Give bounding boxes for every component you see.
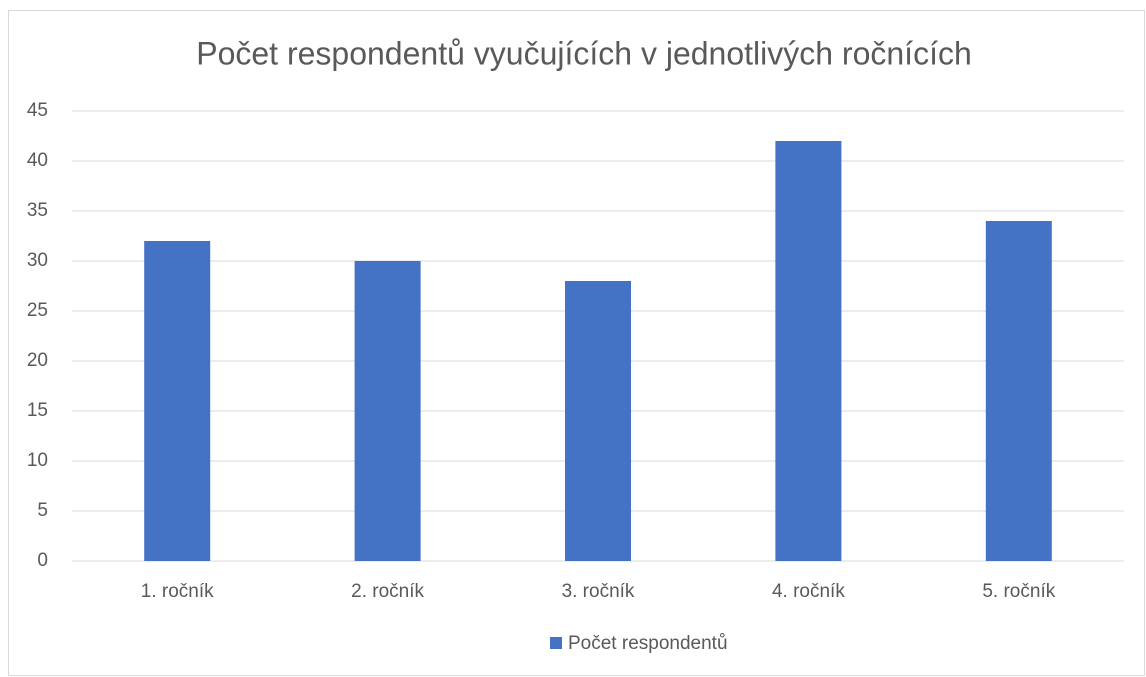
chart-title: Počet respondentů vyučujících v jednotli… <box>196 35 972 71</box>
y-tick-label: 15 <box>27 400 48 421</box>
x-tick-label: 1. ročník <box>141 581 214 602</box>
bar <box>565 281 631 561</box>
y-tick-label: 20 <box>27 350 48 371</box>
x-tick-label: 4. ročník <box>772 581 845 602</box>
legend-label: Počet respondentů <box>568 633 728 654</box>
y-tick-label: 45 <box>27 100 48 121</box>
y-tick-label: 25 <box>27 300 48 321</box>
y-tick-label: 35 <box>27 200 48 221</box>
bar <box>144 241 211 561</box>
y-tick-label: 40 <box>27 150 48 171</box>
x-tick-label: 2. ročník <box>351 581 424 602</box>
bar <box>985 221 1052 561</box>
bar <box>354 261 421 561</box>
y-tick-label: 10 <box>27 450 48 471</box>
y-tick-label: 5 <box>37 500 48 521</box>
x-tick-label: 5. ročník <box>982 581 1055 602</box>
y-tick-label: 0 <box>37 550 48 571</box>
x-tick-label: 3. ročník <box>562 581 635 602</box>
bar <box>775 141 842 561</box>
y-tick-label: 30 <box>27 250 48 271</box>
legend-swatch <box>550 637 562 649</box>
